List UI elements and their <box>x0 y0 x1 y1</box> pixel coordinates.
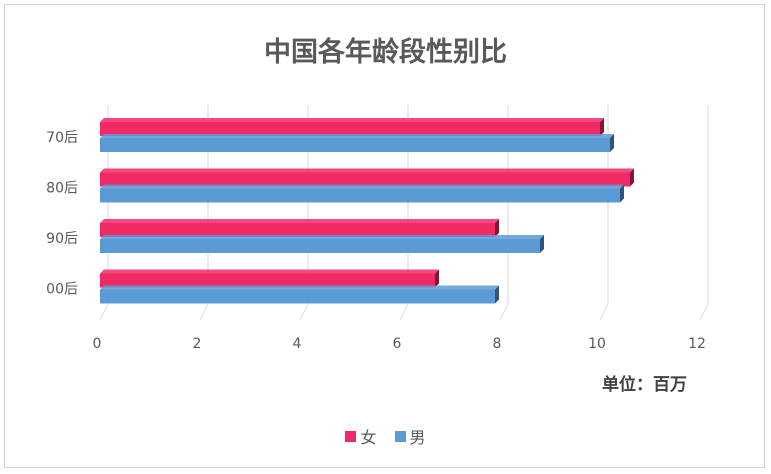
gridline-floor <box>299 303 309 321</box>
x-tick-label: 6 <box>393 336 402 352</box>
bar-top-face <box>100 168 634 173</box>
gridline-floor <box>599 303 609 321</box>
bar-top-face <box>100 134 614 138</box>
bar-top-face <box>100 219 499 223</box>
legend-label-female: 女 <box>360 428 377 447</box>
gridline-floor <box>199 303 209 321</box>
x-tick-label: 4 <box>293 336 302 352</box>
unit-label: 单位：百万 <box>602 375 687 395</box>
bar-top-face <box>100 235 544 239</box>
gridline-floor <box>399 303 409 321</box>
bar-end-face <box>610 134 614 152</box>
bar <box>100 188 620 203</box>
chart-title: 中国各年龄段性别比 <box>264 37 507 68</box>
legend: 女 男 <box>0 424 771 448</box>
legend-label-male: 男 <box>409 428 426 447</box>
bar-end-face <box>620 184 624 203</box>
gridline-floor <box>499 303 509 321</box>
bar-end-face <box>435 269 439 288</box>
bar-end-face <box>600 118 604 136</box>
gridline-floor <box>99 303 109 321</box>
bar <box>100 289 495 304</box>
bar-end-face <box>495 219 499 237</box>
x-tick-label: 0 <box>93 336 102 352</box>
x-tick-label: 12 <box>688 336 706 352</box>
bar <box>100 273 435 288</box>
y-tick-label: 70后 <box>46 130 78 146</box>
x-tick-label: 2 <box>193 336 202 352</box>
y-tick-label: 80后 <box>46 181 78 197</box>
bar-end-face <box>495 285 499 304</box>
x-tick-label: 10 <box>588 336 606 352</box>
bar-top-face <box>100 269 439 274</box>
bar-top-face <box>100 184 624 189</box>
bar-end-face <box>630 168 634 187</box>
bar <box>100 223 495 237</box>
gridline-floor <box>699 303 709 321</box>
legend-item-male: 男 <box>394 424 426 448</box>
x-tick-label: 8 <box>493 336 502 352</box>
legend-swatch-male <box>394 430 406 442</box>
legend-swatch-female <box>345 430 357 442</box>
bar-top-face <box>100 285 499 290</box>
bar <box>100 239 540 253</box>
bar-end-face <box>540 235 544 253</box>
bar-top-face <box>100 118 604 122</box>
y-tick-label: 90后 <box>46 231 78 247</box>
legend-item-female: 女 <box>345 424 377 448</box>
bar <box>100 138 610 152</box>
bar <box>100 172 630 187</box>
bar <box>100 122 600 136</box>
y-tick-label: 00后 <box>46 282 78 298</box>
